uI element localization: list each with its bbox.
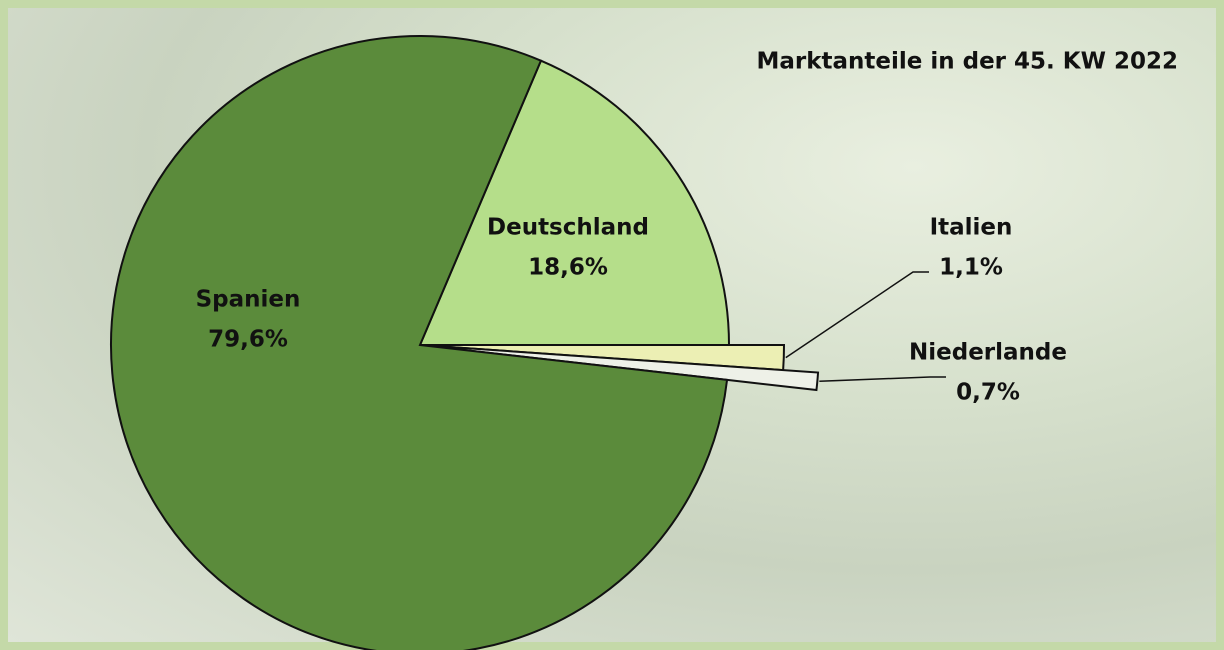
chart-title: Marktanteile in der 45. KW 2022 bbox=[756, 49, 1178, 75]
slice-value-label: 18,6% bbox=[528, 255, 608, 281]
pie-slice bbox=[418, 59, 731, 346]
slice-value-label: 1,1% bbox=[939, 255, 1003, 281]
slice-value-label: 79,6% bbox=[208, 327, 288, 353]
slice-label: Niederlande bbox=[909, 340, 1067, 366]
slice-label: Italien bbox=[930, 215, 1013, 241]
slice-value-label: 0,7% bbox=[956, 380, 1020, 406]
leader-line bbox=[819, 376, 946, 383]
slice-label: Spanien bbox=[196, 287, 301, 313]
pie-slice bbox=[110, 35, 729, 650]
leader-line bbox=[785, 271, 929, 359]
slice-label: Deutschland bbox=[487, 215, 649, 241]
